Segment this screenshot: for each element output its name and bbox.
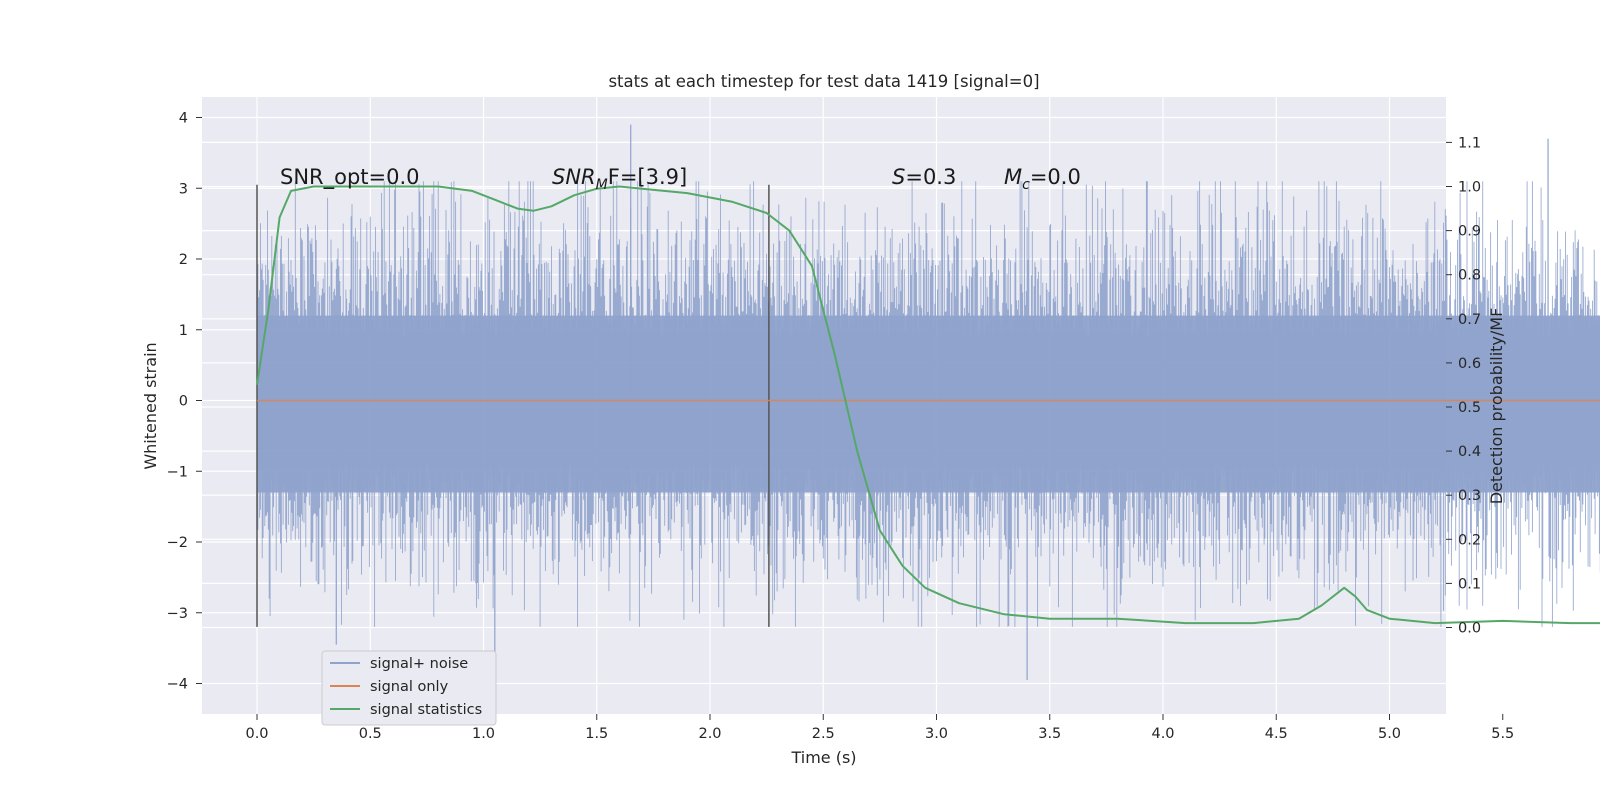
x-tick-label: 3.0 — [925, 726, 948, 742]
x-ticks: 0.00.51.01.52.02.53.03.54.04.55.05.56.06… — [245, 714, 1514, 742]
legend-box — [321, 650, 497, 726]
y-right-tick-label: 0.9 — [1458, 224, 1481, 240]
y-right-tick-label: 1.1 — [1458, 135, 1481, 151]
y-tick-label: −2 — [167, 535, 188, 551]
x-tick-label: 0.5 — [359, 726, 382, 742]
y-right-tick-label: 0.8 — [1458, 268, 1481, 284]
y-tick-label: 2 — [179, 252, 188, 268]
s-value: =0.3 — [905, 165, 956, 189]
legend-label-signal-noise: signal+ noise — [370, 656, 468, 672]
y-right-tick-label: 0.3 — [1458, 488, 1481, 504]
x-tick-label: 5.5 — [1491, 726, 1514, 742]
y-right-tick-label: 0.0 — [1458, 621, 1481, 637]
x-tick-label: 4.5 — [1265, 726, 1288, 742]
signal-noise-series — [256, 124, 1600, 680]
signal-statistics-line — [256, 185, 1600, 625]
legend: signal+ noise signal only signal statist… — [321, 650, 497, 726]
legend-label-signal-statistics: signal statistics — [370, 702, 482, 718]
y-right-tick-label: 0.2 — [1458, 532, 1481, 548]
x-tick-label: 2.5 — [812, 726, 835, 742]
annotation-s: S=0.3 — [892, 165, 956, 189]
mc-label: M — [1004, 165, 1022, 189]
y-right-tick-label: 0.7 — [1458, 312, 1481, 328]
y-ticks: 4 3 2 1 0 −1 −2 −3 −4 — [167, 111, 202, 693]
y-right-axis-title: Detection probability/MF — [1487, 308, 1506, 505]
y-right-tick-label: 0.4 — [1458, 444, 1481, 460]
y-right-tick-label: 1.0 — [1458, 180, 1481, 196]
y-axis-title: Whitened strain — [141, 342, 160, 469]
x-axis-title: Time (s) — [790, 748, 856, 767]
y-right-tick-label: 0.1 — [1458, 576, 1481, 592]
x-tick-label: 1.5 — [585, 726, 608, 742]
chart-title: stats at each timestep for test data 141… — [608, 72, 1039, 91]
x-tick-label: 0.0 — [245, 726, 268, 742]
x-tick-label: 5.0 — [1378, 726, 1401, 742]
y-tick-label: 1 — [179, 323, 188, 339]
x-tick-label: 2.0 — [698, 726, 721, 742]
annotation-snr-opt: SNR_opt=0.0 — [280, 165, 420, 190]
snr-mf-sub: M — [596, 177, 608, 193]
vertical-markers — [256, 184, 770, 627]
mc-value: =0.0 — [1030, 165, 1081, 189]
annotation-snr-mf: SNRMF=[3.9] — [552, 165, 687, 193]
y-tick-label: −1 — [167, 464, 188, 480]
y-tick-label: 3 — [179, 181, 188, 197]
x-tick-label: 1.0 — [472, 726, 495, 742]
snr-mf-suffix: F=[3.9] — [608, 165, 687, 189]
y-tick-label: −3 — [167, 606, 188, 622]
signal-statistics-series — [256, 185, 1600, 625]
x-tick-label: 4.0 — [1151, 726, 1174, 742]
y-tick-label: 4 — [179, 111, 188, 127]
y-right-tick-label: 0.5 — [1458, 400, 1481, 416]
x-tick-label: 3.5 — [1038, 726, 1061, 742]
y-right-tick-label: 0.6 — [1458, 356, 1481, 372]
y-tick-label: 0 — [179, 394, 188, 410]
annotation-mc: Mc=0.0 — [1004, 165, 1081, 193]
s-label: S — [892, 165, 905, 189]
y-right-ticks: 1.1 1.0 0.9 0.8 0.7 0.6 0.5 0.4 0.3 0.2 0.1 0.0 — [1446, 135, 1481, 637]
snr-mf-prefix: SNR — [552, 165, 596, 189]
y-tick-label: −4 — [167, 677, 188, 693]
legend-label-signal-only: signal only — [370, 679, 449, 695]
mc-sub: c — [1022, 177, 1030, 193]
